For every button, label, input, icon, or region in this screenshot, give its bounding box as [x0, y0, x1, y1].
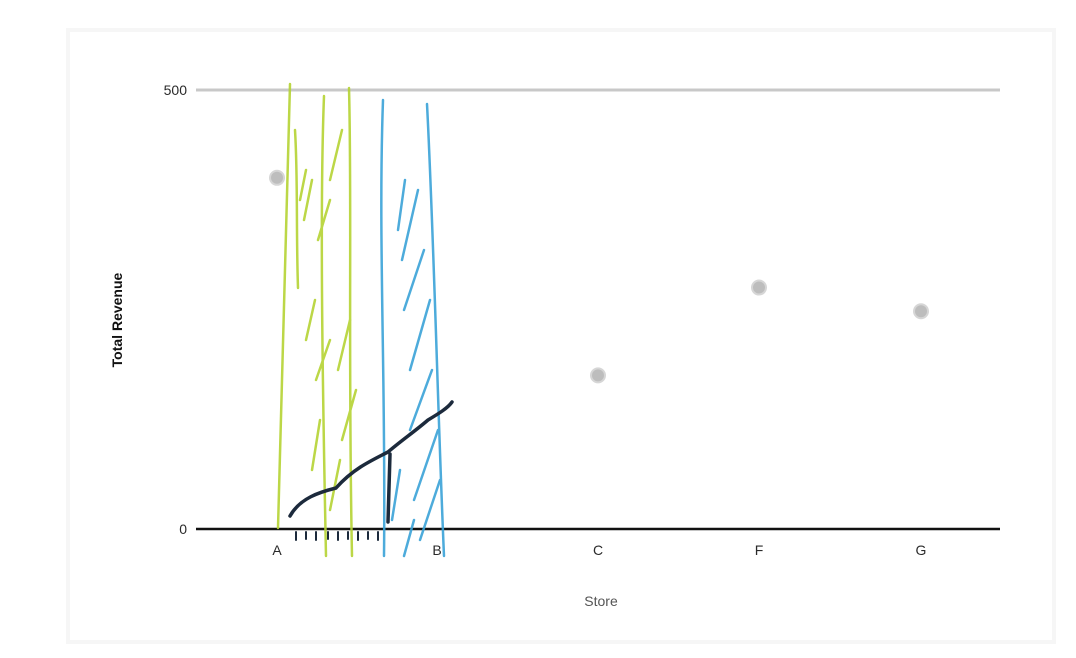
- data-points: [269, 169, 929, 384]
- paper-frame: [66, 28, 1056, 644]
- x-tick-label-b: B: [432, 542, 441, 558]
- sketch-tick-marks: [295, 531, 379, 541]
- y-axis-title: Total Revenue: [109, 272, 125, 367]
- y-tick-label-0: 0: [179, 521, 187, 537]
- data-point-g: [913, 303, 929, 320]
- x-axis-title: Store: [584, 593, 618, 609]
- data-point-a: [269, 169, 285, 186]
- data-point-c: [590, 367, 606, 384]
- sketch-blue-strokes: [380, 98, 446, 558]
- x-tick-label-f: F: [755, 542, 764, 558]
- x-tick-label-g: G: [916, 542, 927, 558]
- sketch-annotation: [276, 82, 454, 558]
- x-tick-label-c: C: [593, 542, 603, 558]
- data-point-f: [751, 279, 767, 296]
- x-tick-label-a: A: [272, 542, 282, 558]
- y-tick-label-500: 500: [164, 82, 188, 98]
- sketch-dark-strokes: [288, 400, 454, 524]
- sketch-green-strokes: [276, 82, 358, 558]
